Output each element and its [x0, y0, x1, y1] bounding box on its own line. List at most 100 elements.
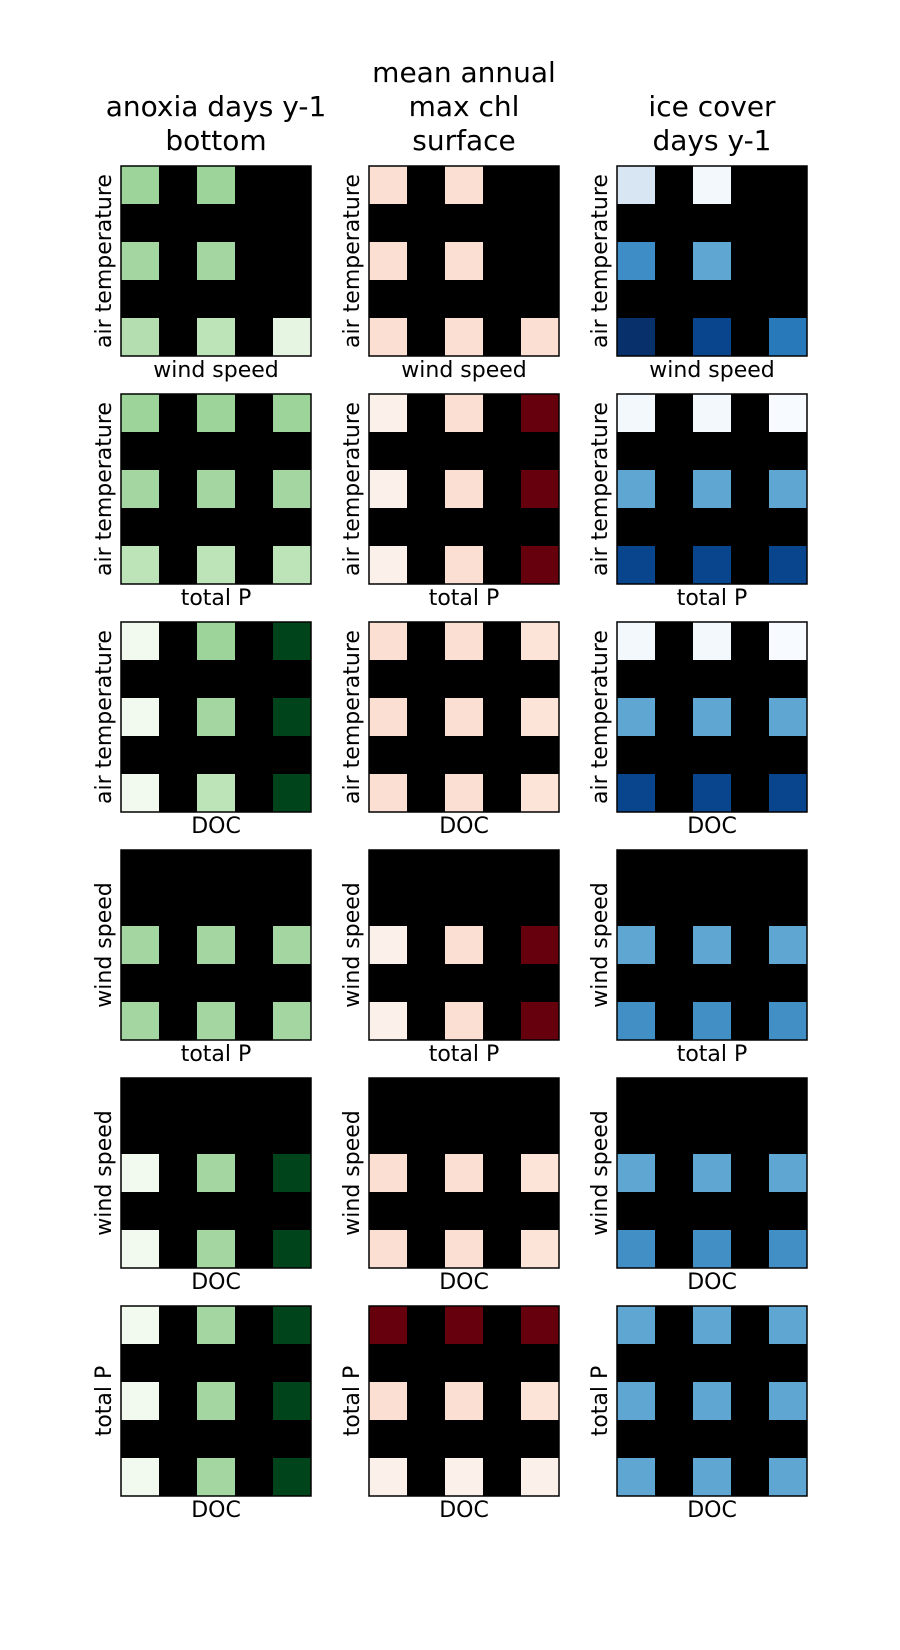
- column-title-line: surface: [412, 124, 515, 157]
- heatmap-panel: wind speed air temperature: [92, 165, 312, 383]
- y-axis-label: air temperature: [92, 402, 117, 576]
- heatmap-cell: [273, 1230, 311, 1268]
- heatmap-panel: total P air temperature: [340, 393, 560, 611]
- heatmap-panel: DOC total P: [92, 1305, 312, 1523]
- heatmap-cell: [445, 1306, 483, 1344]
- heatmap-cell: [273, 1458, 311, 1496]
- heatmap-panel: total P wind speed: [340, 849, 560, 1067]
- heatmap-panel: DOC air temperature: [588, 621, 808, 839]
- y-axis-label: air temperature: [340, 174, 365, 348]
- x-axis-label: DOC: [687, 814, 737, 839]
- heatmap-cell: [273, 318, 311, 356]
- heatmap-cell: [521, 1154, 559, 1192]
- heatmap-cell: [369, 1382, 407, 1420]
- heatmap-cell: [445, 318, 483, 356]
- y-axis-label: wind speed: [340, 882, 365, 1007]
- x-axis-label: total P: [677, 586, 748, 611]
- heatmap-cell: [521, 926, 559, 964]
- y-axis-label: wind speed: [92, 1110, 117, 1235]
- panel-frame: [368, 1077, 560, 1269]
- panel-frame: [120, 165, 312, 357]
- heatmap-cell: [121, 318, 159, 356]
- heatmap-panel: DOC wind speed: [340, 1077, 560, 1295]
- x-axis-label: total P: [429, 586, 500, 611]
- heatmap-cell: [197, 698, 235, 736]
- heatmap-cell: [445, 470, 483, 508]
- column-title-line: max chl: [409, 90, 520, 123]
- y-axis-label: air temperature: [588, 402, 613, 576]
- heatmap-cell: [693, 394, 731, 432]
- heatmap-cell: [197, 774, 235, 812]
- heatmap-cell: [197, 1002, 235, 1040]
- heatmap-cell: [121, 1306, 159, 1344]
- heatmap-cell: [617, 242, 655, 280]
- x-axis-label: DOC: [191, 1270, 241, 1295]
- heatmap-cell: [369, 470, 407, 508]
- y-axis-label: wind speed: [588, 1110, 613, 1235]
- heatmap-cell: [769, 926, 807, 964]
- heatmap-cell: [369, 1002, 407, 1040]
- heatmap-cell: [445, 166, 483, 204]
- heatmap-cell: [445, 1154, 483, 1192]
- heatmap-cell: [617, 926, 655, 964]
- heatmap-panel: total P wind speed: [92, 849, 312, 1067]
- heatmap-cell: [445, 926, 483, 964]
- heatmap-cell: [693, 622, 731, 660]
- panel-frame: [120, 1305, 312, 1497]
- heatmap-cell: [445, 774, 483, 812]
- heatmap-cell: [121, 1002, 159, 1040]
- x-axis-label: wind speed: [401, 358, 526, 383]
- y-axis-label: air temperature: [92, 174, 117, 348]
- panel-frame: [120, 621, 312, 813]
- heatmap-cell: [369, 1154, 407, 1192]
- heatmap-panel: total P air temperature: [588, 393, 808, 611]
- heatmap-panel: DOC wind speed: [92, 1077, 312, 1295]
- heatmap-cell: [197, 470, 235, 508]
- heatmap-cell: [121, 166, 159, 204]
- heatmap-cell: [617, 622, 655, 660]
- heatmap-cell: [197, 926, 235, 964]
- x-axis-label: DOC: [439, 814, 489, 839]
- heatmap-cell: [197, 1382, 235, 1420]
- y-axis-label: air temperature: [340, 402, 365, 576]
- heatmap-cell: [769, 774, 807, 812]
- heatmap-cell: [197, 1230, 235, 1268]
- heatmap-cell: [693, 926, 731, 964]
- heatmap-cell: [769, 1458, 807, 1496]
- heatmap-cell: [121, 1230, 159, 1268]
- heatmap-cell: [445, 1230, 483, 1268]
- heatmap-cell: [369, 1306, 407, 1344]
- heatmap-cell: [769, 622, 807, 660]
- heatmap-cell: [369, 318, 407, 356]
- heatmap-cell: [693, 1306, 731, 1344]
- panel-frame: [616, 393, 808, 585]
- heatmap-cell: [273, 1154, 311, 1192]
- heatmap-cell: [521, 470, 559, 508]
- heatmap-cell: [273, 546, 311, 584]
- heatmap-cell: [693, 774, 731, 812]
- y-axis-label: wind speed: [588, 882, 613, 1007]
- heatmap-cell: [617, 774, 655, 812]
- column-title-line: bottom: [165, 124, 266, 157]
- heatmap-cell: [445, 1382, 483, 1420]
- x-axis-label: total P: [677, 1042, 748, 1067]
- panel-frame: [616, 165, 808, 357]
- heatmap-cell: [121, 698, 159, 736]
- heatmap-cell: [617, 1458, 655, 1496]
- heatmap-cell: [693, 166, 731, 204]
- heatmap-cell: [769, 1382, 807, 1420]
- heatmap-cell: [693, 698, 731, 736]
- heatmap-cell: [445, 546, 483, 584]
- heatmap-cell: [693, 1002, 731, 1040]
- x-axis-label: wind speed: [649, 358, 774, 383]
- heatmap-cell: [693, 1458, 731, 1496]
- heatmap-cell: [617, 1306, 655, 1344]
- heatmap-cell: [369, 1230, 407, 1268]
- heatmap-cell: [693, 242, 731, 280]
- heatmap-cell: [693, 1230, 731, 1268]
- heatmap-cell: [273, 774, 311, 812]
- heatmap-cell: [197, 318, 235, 356]
- heatmap-panel: DOC air temperature: [340, 621, 560, 839]
- heatmap-panel: total P air temperature: [92, 393, 312, 611]
- heatmap-cell: [369, 394, 407, 432]
